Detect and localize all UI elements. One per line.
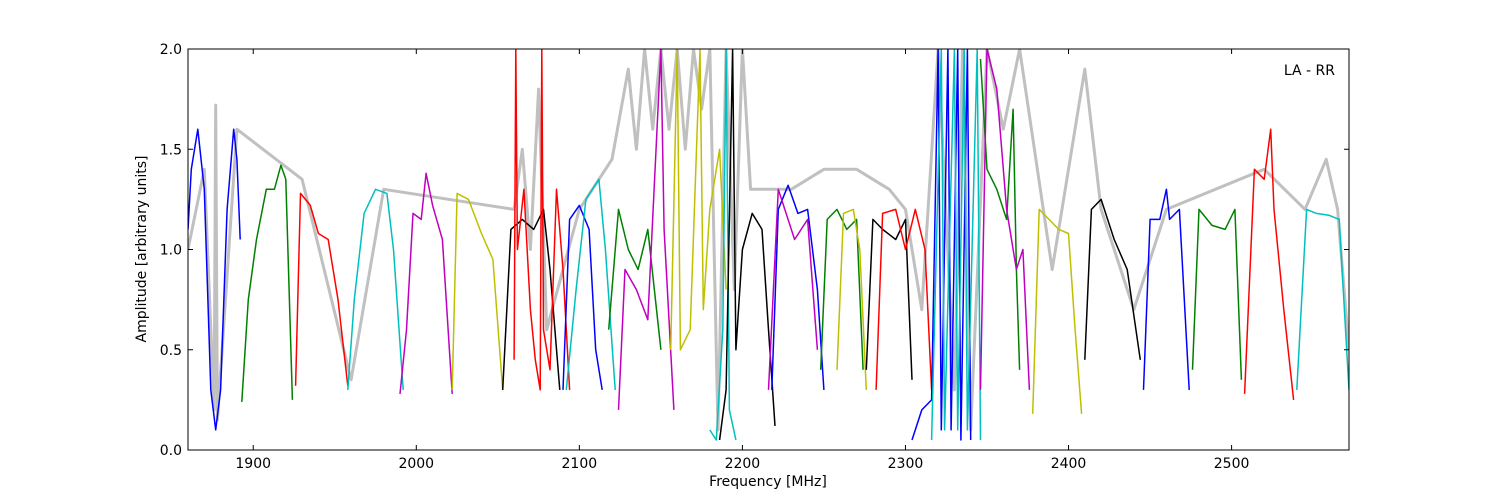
x-tick-label: 2500 (1214, 456, 1250, 472)
series-line-5 (399, 172, 453, 394)
x-axis-label: Frequency [MHz] (709, 474, 827, 490)
x-tick-label: 2200 (725, 456, 761, 472)
x-tick-label: 2300 (888, 456, 924, 472)
series-line-27 (1084, 198, 1142, 360)
x-tick-label: 2000 (398, 456, 434, 472)
series-line-16 (771, 184, 825, 390)
series-line-4 (347, 188, 404, 390)
series-line-25 (979, 49, 1031, 390)
series-line-12 (617, 49, 675, 410)
x-tick-label: 1900 (235, 456, 271, 472)
series-line-18 (819, 208, 864, 370)
y-tick-label: 2.0 (160, 42, 182, 58)
series-line-21 (875, 208, 933, 390)
series-line-31 (1296, 208, 1349, 390)
annotation-label: LA - RR (1284, 63, 1335, 79)
y-tick-label: 0.0 (160, 443, 182, 459)
series-line-22 (911, 49, 972, 441)
series-line-19 (836, 208, 868, 390)
y-tick-label: 0.5 (160, 343, 182, 359)
x-tick-label: 2400 (1051, 456, 1087, 472)
series-line-2 (241, 164, 294, 402)
series-line-26 (1031, 208, 1083, 414)
series-line-15 (718, 49, 776, 441)
y-axis-label: Amplitude [arbitrary units] (134, 156, 150, 343)
series-line-6 (451, 192, 504, 390)
series-line-30 (1243, 128, 1295, 400)
y-tick-label: 1.5 (160, 142, 182, 158)
series-line-8 (513, 49, 571, 391)
series-line-14 (709, 49, 737, 441)
series-line-13 (669, 49, 727, 351)
series-line-3 (294, 192, 349, 386)
x-tick-label: 2100 (562, 456, 598, 472)
background-line (188, 49, 1349, 432)
series-line-29 (1191, 208, 1243, 380)
series-line-20 (865, 218, 913, 380)
y-tick-label: 1.0 (160, 243, 182, 259)
series-line-17 (767, 188, 819, 390)
series-group (188, 49, 1349, 441)
series-line-23 (930, 49, 982, 441)
series-line-11 (607, 208, 662, 350)
background-spectrum (188, 49, 1349, 432)
series-line-7 (501, 208, 561, 390)
series-line-10 (565, 178, 616, 390)
series-line-1 (188, 128, 241, 431)
series-line-28 (1142, 188, 1190, 390)
x-axis-ticks: 1900 2000 2100 2200 2300 2400 2500 (235, 49, 1249, 472)
y-axis-ticks: 0.0 0.5 1.0 1.5 2.0 (160, 42, 1349, 459)
